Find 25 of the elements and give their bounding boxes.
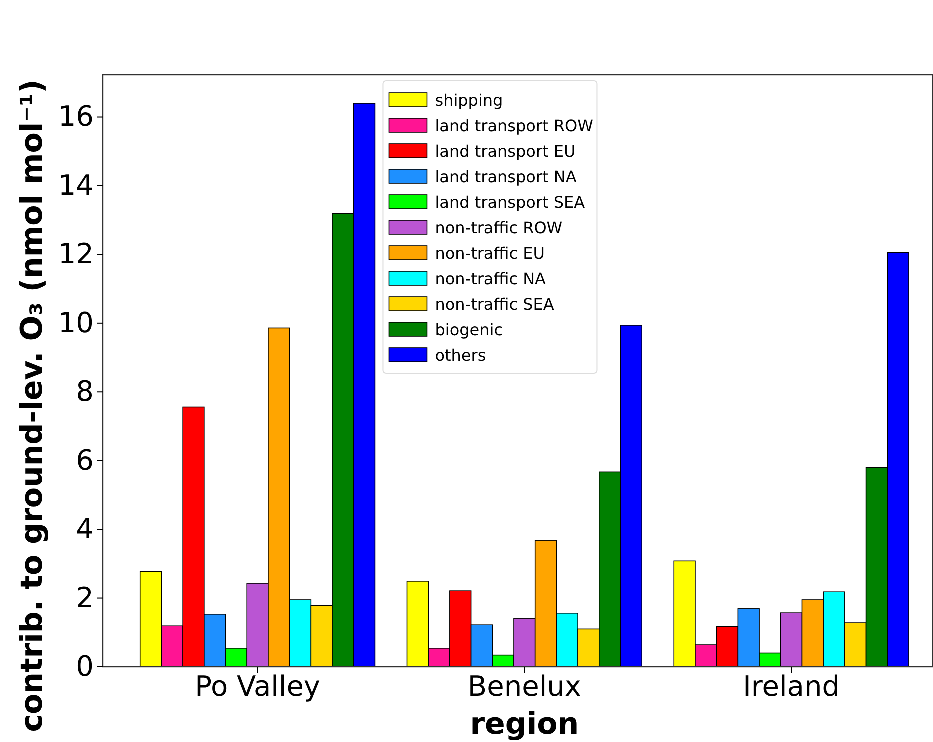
x-axis-title: region [470, 707, 580, 742]
y-tick-label: 14 [58, 168, 94, 202]
y-tick-label: 12 [58, 238, 94, 271]
legend-label: non-traffic NA [435, 270, 546, 288]
legend-label: land transport ROW [435, 116, 594, 136]
y-tick-label: 16 [58, 100, 94, 134]
legend-label: land transport SEA [435, 193, 586, 212]
legend-label: biogenic [435, 320, 504, 340]
y-tick-label: 6 [76, 444, 94, 477]
y-tick-label: 8 [76, 375, 94, 408]
y-tick-label: 10 [58, 306, 94, 340]
legend-label: others [435, 346, 486, 365]
x-tick-label: Benelux [468, 670, 582, 703]
legend-label: non-traffic EU [435, 244, 545, 263]
x-tick-label: Po Valley [195, 670, 320, 703]
x-tick-label: Ireland [743, 670, 840, 703]
y-axis-title: contrib. to ground-lev. O₃ (nmol mol⁻¹) [15, 80, 50, 732]
legend-label: non-traffic SEA [435, 295, 554, 314]
legend-label: shipping [435, 91, 504, 110]
y-tick-label: 0 [76, 650, 94, 683]
legend-label: non-traffic ROW [435, 218, 563, 238]
legend-label: land transport EU [435, 142, 576, 161]
legend-label: land transport NA [435, 168, 577, 186]
y-tick-label: 2 [76, 581, 94, 614]
y-tick-label: 4 [76, 512, 94, 546]
